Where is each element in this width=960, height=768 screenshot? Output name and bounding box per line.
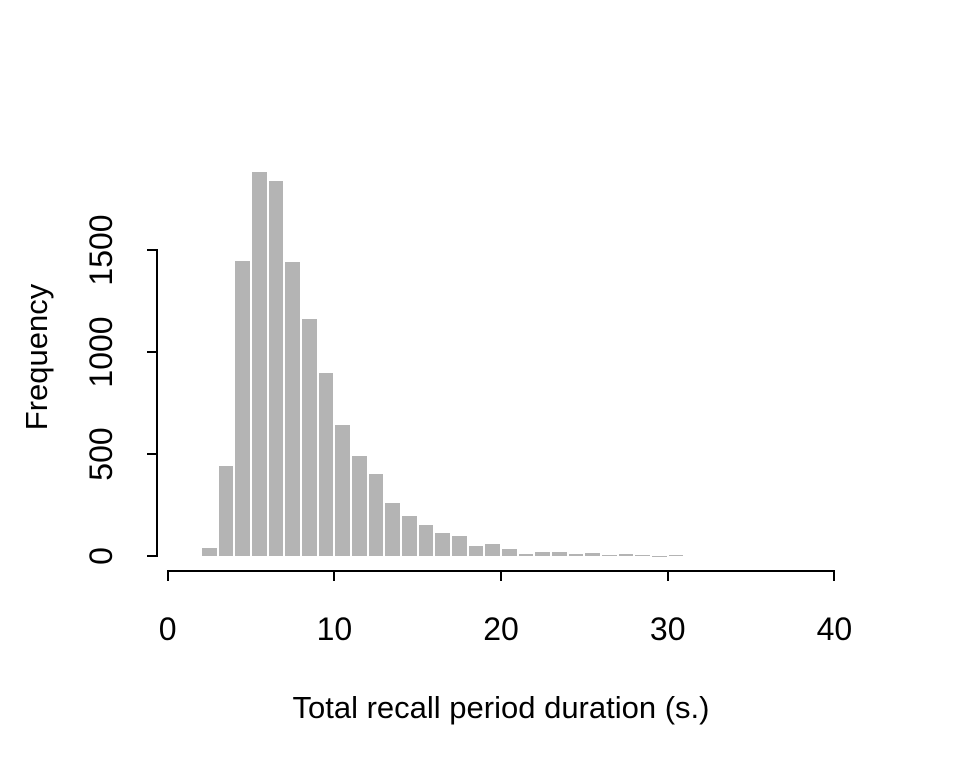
histogram-bar (351, 456, 367, 556)
histogram-bar (285, 262, 301, 556)
histogram-bar (451, 535, 467, 556)
histogram-bar (535, 552, 551, 556)
histogram-bar (668, 554, 684, 556)
x-tick-label: 40 (816, 611, 853, 647)
x-tick-label: 20 (483, 611, 519, 647)
histogram-bar (235, 261, 251, 556)
y-tick-label: 1500 (83, 214, 119, 286)
histogram-bar (301, 319, 317, 556)
x-tick-mark (500, 571, 503, 581)
histogram-bar (385, 502, 401, 556)
histogram-bar (618, 554, 634, 556)
y-tick-mark (146, 453, 156, 455)
histogram-bar (268, 180, 284, 556)
histogram-bar (518, 553, 534, 556)
y-tick-mark (146, 249, 156, 251)
x-tick-mark (166, 571, 169, 581)
histogram-bar (435, 532, 451, 556)
x-tick-label: 0 (158, 611, 177, 647)
histogram-bar (318, 373, 334, 556)
histogram-bar (601, 554, 617, 556)
histogram-bar (468, 545, 484, 556)
x-axis-title: Total recall period duration (s.) (292, 690, 710, 725)
y-tick-mark (146, 555, 156, 557)
x-tick-mark (666, 571, 669, 581)
y-tick-label: 500 (83, 427, 119, 481)
histogram-bar (418, 525, 434, 556)
histogram-bar (218, 466, 234, 556)
histogram-bar (585, 553, 601, 556)
x-tick-mark (333, 571, 336, 581)
histogram-bar (201, 547, 217, 556)
histogram-bar (368, 474, 384, 556)
y-tick-label: 0 (83, 547, 119, 565)
x-tick-mark (833, 571, 836, 581)
x-tick-label: 30 (649, 611, 686, 647)
histogram-bar (635, 554, 651, 556)
y-axis-line (155, 249, 158, 557)
x-tick-label: 10 (316, 611, 353, 647)
y-tick-mark (146, 351, 156, 353)
y-tick-label: 1000 (83, 316, 119, 388)
histogram-bar (251, 172, 267, 556)
histogram-bar (551, 551, 567, 556)
histogram-bar (485, 544, 501, 556)
histogram-bar (501, 549, 517, 556)
x-axis-line (166, 569, 836, 572)
histogram-bar (335, 425, 351, 556)
histogram-bar (401, 516, 417, 556)
histogram-bar (568, 553, 584, 556)
y-axis-title: Frequency (19, 283, 54, 431)
